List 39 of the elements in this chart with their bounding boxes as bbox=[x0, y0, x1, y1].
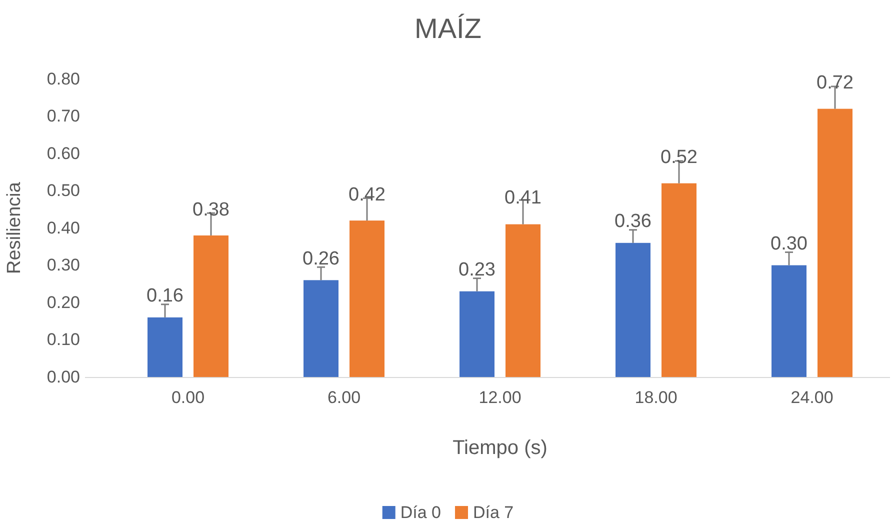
y-tick-label: 0.40 bbox=[46, 218, 80, 238]
bar bbox=[506, 224, 540, 377]
x-tick-label: 0.00 bbox=[171, 388, 205, 408]
legend-label: Día 0 bbox=[400, 503, 441, 522]
data-label: 0.72 bbox=[816, 72, 854, 94]
data-label: 0.38 bbox=[192, 199, 230, 220]
data-label: 0.23 bbox=[458, 259, 496, 280]
data-label: 0.42 bbox=[348, 184, 386, 206]
y-tick-label: 0.30 bbox=[46, 256, 80, 275]
data-label: 0.36 bbox=[614, 211, 652, 232]
bar bbox=[194, 235, 228, 377]
x-tick-label: 12.00 bbox=[478, 388, 522, 408]
bar bbox=[304, 280, 338, 377]
y-tick-label: 0.00 bbox=[46, 367, 80, 386]
y-tick-label: 0.20 bbox=[46, 292, 80, 312]
x-tick-label: 24.00 bbox=[790, 388, 834, 408]
bar bbox=[662, 183, 696, 377]
bar bbox=[460, 291, 494, 377]
data-label: 0.16 bbox=[146, 286, 184, 307]
bar bbox=[818, 108, 852, 377]
y-axis-title: Resiliencia bbox=[4, 182, 25, 274]
data-label: 0.30 bbox=[770, 233, 808, 254]
x-axis-title: Tiempo (s) bbox=[452, 437, 548, 459]
legend-label: Día 7 bbox=[473, 503, 514, 522]
y-tick-label: 0.10 bbox=[46, 330, 80, 350]
bar bbox=[350, 220, 384, 377]
bar bbox=[616, 242, 650, 377]
chart-title: MAÍZ bbox=[414, 13, 482, 44]
x-tick-label: 18.00 bbox=[634, 388, 678, 408]
data-label: 0.41 bbox=[504, 187, 542, 208]
bar bbox=[772, 265, 806, 377]
y-tick-label: 0.50 bbox=[46, 181, 80, 200]
y-tick-label: 0.80 bbox=[46, 69, 80, 88]
y-tick-label: 0.70 bbox=[46, 106, 80, 126]
data-label: 0.52 bbox=[660, 147, 698, 168]
data-label: 0.26 bbox=[302, 248, 340, 270]
y-tick-label: 0.60 bbox=[46, 144, 80, 163]
x-tick-label: 6.00 bbox=[327, 388, 361, 408]
bar bbox=[148, 317, 182, 377]
